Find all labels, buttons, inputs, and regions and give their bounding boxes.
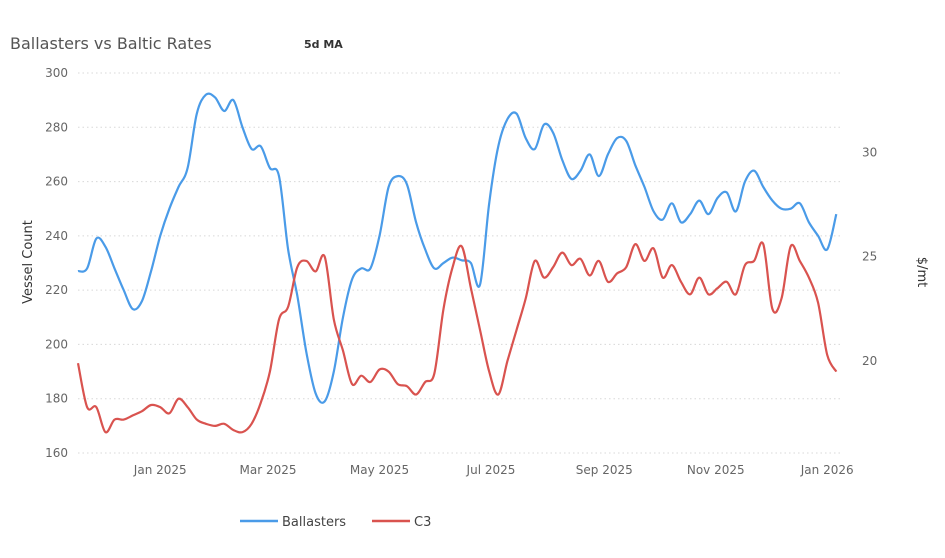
y-tick-label: 160 — [45, 446, 68, 460]
x-tick-label: Sep 2025 — [576, 463, 633, 477]
y2-tick-label: 30 — [862, 145, 877, 159]
y-tick-label: 240 — [45, 229, 68, 243]
x-tick-label: Mar 2025 — [240, 463, 297, 477]
legend-label-c3: C3 — [414, 515, 431, 530]
y-tick-label: 300 — [45, 66, 68, 80]
x-tick-label: Jul 2025 — [466, 463, 516, 477]
left-axis-ticks: 160 180 200 220 240 260 280 300 — [45, 66, 68, 460]
y-tick-label: 260 — [45, 175, 68, 189]
right-axis-ticks: 20 25 30 — [862, 145, 877, 368]
series-line-c3 — [76, 241, 838, 434]
y-tick-label: 280 — [45, 120, 68, 134]
legend: Ballasters C3 — [240, 515, 431, 530]
chart-subtitle: 5d MA — [304, 38, 343, 51]
y-tick-label: 180 — [45, 392, 68, 406]
x-tick-label: Jan 2026 — [800, 463, 854, 477]
y2-axis-title: $/mt — [914, 257, 929, 287]
gridlines — [78, 72, 840, 454]
y-tick-label: 200 — [45, 337, 68, 351]
y2-tick-label: 25 — [862, 250, 877, 264]
y-tick-label: 220 — [45, 283, 68, 297]
x-tick-label: Nov 2025 — [687, 463, 745, 477]
series-lines — [76, 92, 838, 434]
chart-title: Ballasters vs Baltic Rates — [10, 34, 212, 53]
x-tick-label: Jan 2025 — [133, 463, 187, 477]
y-axis-title: Vessel Count — [21, 220, 36, 304]
x-axis-ticks: Jan 2025 Mar 2025 May 2025 Jul 2025 Sep 2025… — [133, 463, 854, 477]
y2-tick-label: 20 — [862, 354, 877, 368]
series-line-ballasters — [77, 92, 838, 404]
x-tick-label: May 2025 — [350, 463, 409, 477]
legend-label-ballasters: Ballasters — [282, 515, 346, 530]
